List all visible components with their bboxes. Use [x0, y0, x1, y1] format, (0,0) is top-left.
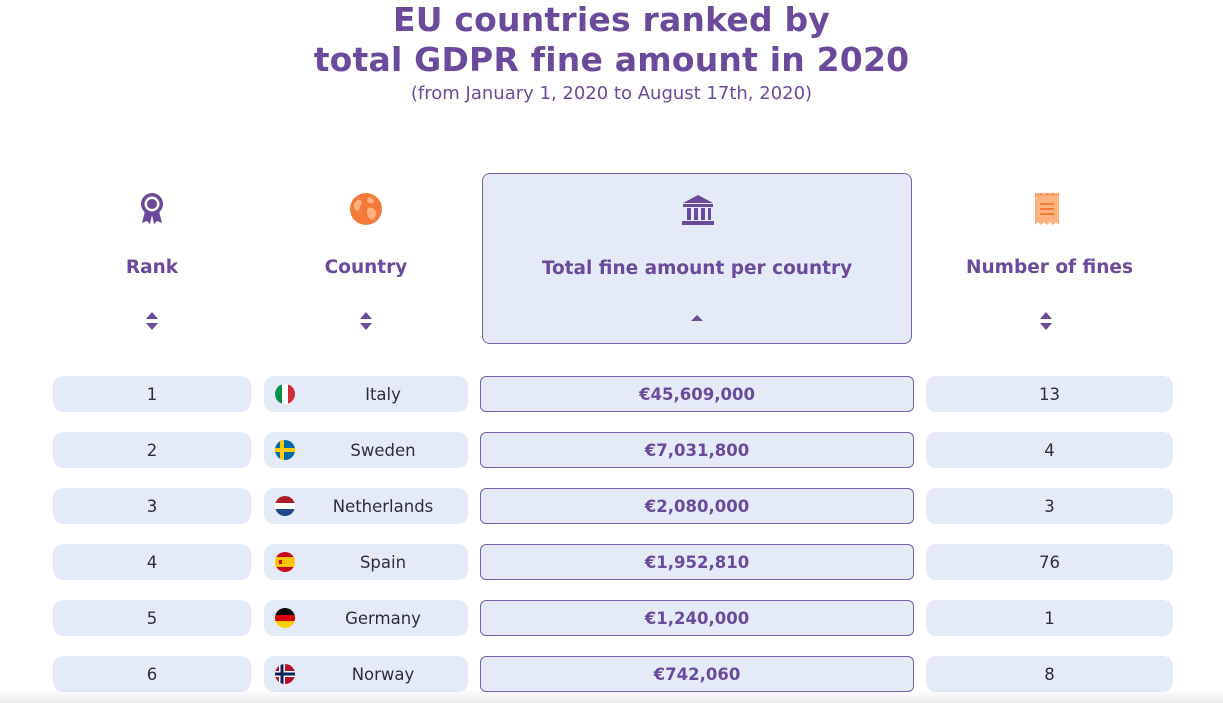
column-header-fines[interactable]: Number of fines — [926, 173, 1173, 344]
page-subtitle: (from January 1, 2020 to August 17th, 20… — [410, 83, 813, 104]
bottom-scroll-shadow — [0, 689, 1223, 703]
fines-cell: 76 — [926, 544, 1173, 580]
country-cell: Germany — [264, 600, 468, 636]
country-cell: Norway — [264, 656, 468, 692]
amount-cell: €45,609,000 — [480, 376, 914, 412]
bank-building-icon — [682, 195, 714, 225]
column-header-amount-label: Total fine amount per country — [541, 258, 853, 279]
norway-flag-icon — [275, 664, 295, 684]
country-name: Germany — [345, 608, 421, 628]
rank-cell: 1 — [53, 376, 251, 412]
netherlands-flag-icon — [275, 496, 295, 516]
sweden-flag-icon — [275, 440, 295, 460]
sort-both-icon[interactable] — [1039, 311, 1053, 331]
italy-flag-icon — [275, 384, 295, 404]
country-name: Spain — [359, 552, 407, 572]
column-header-fines-label: Number of fines — [966, 257, 1133, 278]
award-ribbon-icon — [141, 193, 163, 224]
amount-cell: €7,031,800 — [480, 432, 914, 468]
globe-icon — [350, 193, 382, 225]
sort-ascending-icon[interactable] — [690, 309, 704, 329]
fines-cell: 3 — [926, 488, 1173, 524]
rank-cell: 2 — [53, 432, 251, 468]
amount-cell: €1,952,810 — [480, 544, 914, 580]
column-header-rank[interactable]: Rank — [53, 173, 251, 344]
amount-cell: €1,240,000 — [480, 600, 914, 636]
country-cell: Sweden — [264, 432, 468, 468]
amount-cell: €2,080,000 — [480, 488, 914, 524]
rank-cell: 6 — [53, 656, 251, 692]
fines-cell: 4 — [926, 432, 1173, 468]
germany-flag-icon — [275, 608, 295, 628]
receipt-icon — [1035, 193, 1059, 225]
country-name: Netherlands — [332, 496, 434, 516]
rank-cell: 5 — [53, 600, 251, 636]
fines-cell: 8 — [926, 656, 1173, 692]
country-cell: Netherlands — [264, 488, 468, 524]
fines-cell: 13 — [926, 376, 1173, 412]
amount-cell: €742,060 — [480, 656, 914, 692]
column-header-country-label: Country — [324, 257, 408, 278]
rank-cell: 4 — [53, 544, 251, 580]
page-title-line-2: total GDPR fine amount in 2020 — [313, 40, 910, 79]
sort-both-icon[interactable] — [359, 311, 373, 331]
column-header-amount[interactable]: Total fine amount per country — [482, 173, 912, 344]
page-title-line-1: EU countries ranked by — [392, 0, 831, 39]
country-name: Italy — [365, 384, 401, 404]
spain-flag-icon — [275, 552, 295, 572]
rank-cell: 3 — [53, 488, 251, 524]
country-name: Sweden — [350, 440, 416, 460]
country-cell: Italy — [264, 376, 468, 412]
column-header-rank-label: Rank — [125, 257, 179, 278]
fines-cell: 1 — [926, 600, 1173, 636]
sort-both-icon[interactable] — [145, 311, 159, 331]
country-cell: Spain — [264, 544, 468, 580]
column-header-country[interactable]: Country — [264, 173, 468, 344]
country-name: Norway — [351, 664, 415, 684]
